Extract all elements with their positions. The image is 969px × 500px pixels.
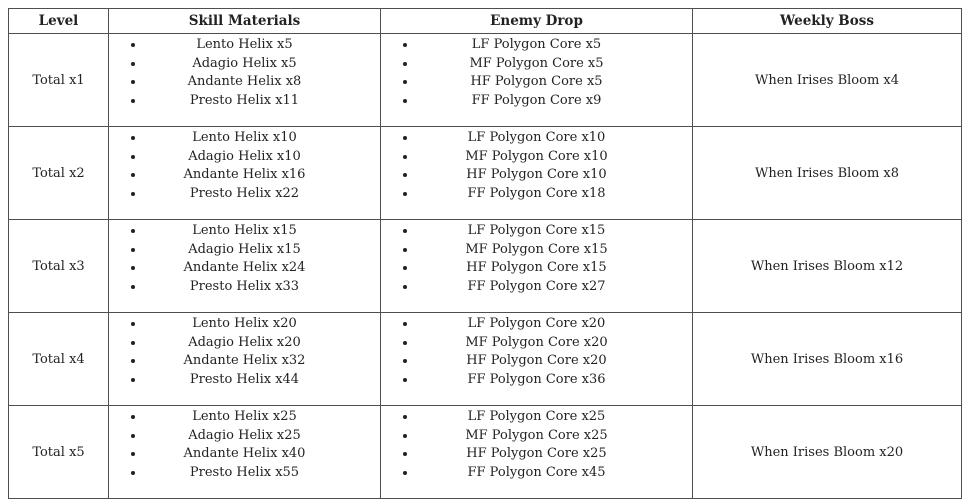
weekly-boss-cell: When Irises Bloom x4 bbox=[692, 33, 962, 127]
weekly-boss-cell: When Irises Bloom x12 bbox=[692, 219, 962, 313]
list-item: Adagio Helix x5 bbox=[145, 55, 344, 74]
level-cell: Total x1 bbox=[8, 33, 109, 127]
list-item: LF Polygon Core x15 bbox=[417, 222, 656, 241]
list-item: MF Polygon Core x5 bbox=[417, 55, 656, 74]
list-item: Andante Helix x32 bbox=[145, 352, 344, 371]
table-header: Level Skill Materials Enemy Drop Weekly … bbox=[8, 8, 962, 34]
list-item: HF Polygon Core x10 bbox=[417, 166, 656, 185]
list-item: LF Polygon Core x5 bbox=[417, 36, 656, 55]
list-item: Presto Helix x55 bbox=[145, 464, 344, 483]
list-item: FF Polygon Core x9 bbox=[417, 92, 656, 111]
table-row: Total x4 Lento Helix x20Adagio Helix x20… bbox=[8, 312, 962, 406]
table-row: Total x2 Lento Helix x10Adagio Helix x10… bbox=[8, 126, 962, 220]
list-item: MF Polygon Core x25 bbox=[417, 427, 656, 446]
enemy-drop-list: LF Polygon Core x10MF Polygon Core x10HF… bbox=[417, 129, 656, 203]
list-item: Lento Helix x25 bbox=[145, 408, 344, 427]
list-item: HF Polygon Core x15 bbox=[417, 259, 656, 278]
enemy-drop-list: LF Polygon Core x5MF Polygon Core x5HF P… bbox=[417, 36, 656, 110]
list-item: Lento Helix x5 bbox=[145, 36, 344, 55]
list-item: FF Polygon Core x36 bbox=[417, 371, 656, 390]
list-item: Adagio Helix x10 bbox=[145, 148, 344, 167]
skill-materials-list: Lento Helix x5Adagio Helix x5Andante Hel… bbox=[145, 36, 344, 110]
list-item: MF Polygon Core x20 bbox=[417, 334, 656, 353]
materials-table: Level Skill Materials Enemy Drop Weekly … bbox=[8, 8, 962, 499]
weekly-boss-cell: When Irises Bloom x8 bbox=[692, 126, 962, 220]
level-cell: Total x3 bbox=[8, 219, 109, 313]
table-row: Total x5 Lento Helix x25Adagio Helix x25… bbox=[8, 405, 962, 499]
skill-materials-cell: Lento Helix x10Adagio Helix x10Andante H… bbox=[108, 126, 381, 220]
column-header-weekly-boss: Weekly Boss bbox=[692, 8, 962, 34]
list-item: Lento Helix x10 bbox=[145, 129, 344, 148]
weekly-boss-cell: When Irises Bloom x16 bbox=[692, 312, 962, 406]
list-item: Presto Helix x22 bbox=[145, 185, 344, 204]
column-header-enemy-drop: Enemy Drop bbox=[380, 8, 693, 34]
list-item: HF Polygon Core x5 bbox=[417, 73, 656, 92]
level-cell: Total x5 bbox=[8, 405, 109, 499]
table-row: Total x3 Lento Helix x15Adagio Helix x15… bbox=[8, 219, 962, 313]
skill-materials-cell: Lento Helix x5Adagio Helix x5Andante Hel… bbox=[108, 33, 381, 127]
list-item: FF Polygon Core x18 bbox=[417, 185, 656, 204]
list-item: FF Polygon Core x45 bbox=[417, 464, 656, 483]
list-item: Andante Helix x8 bbox=[145, 73, 344, 92]
skill-materials-cell: Lento Helix x20Adagio Helix x20Andante H… bbox=[108, 312, 381, 406]
list-item: LF Polygon Core x10 bbox=[417, 129, 656, 148]
enemy-drop-cell: LF Polygon Core x5MF Polygon Core x5HF P… bbox=[380, 33, 693, 127]
skill-materials-list: Lento Helix x20Adagio Helix x20Andante H… bbox=[145, 315, 344, 389]
skill-materials-cell: Lento Helix x15Adagio Helix x15Andante H… bbox=[108, 219, 381, 313]
list-item: Presto Helix x44 bbox=[145, 371, 344, 390]
table-body: Total x1 Lento Helix x5Adagio Helix x5An… bbox=[8, 33, 962, 499]
list-item: HF Polygon Core x25 bbox=[417, 445, 656, 464]
skill-materials-list: Lento Helix x10Adagio Helix x10Andante H… bbox=[145, 129, 344, 203]
enemy-drop-cell: LF Polygon Core x20MF Polygon Core x20HF… bbox=[380, 312, 693, 406]
table-row: Total x1 Lento Helix x5Adagio Helix x5An… bbox=[8, 33, 962, 127]
list-item: FF Polygon Core x27 bbox=[417, 278, 656, 297]
list-item: Andante Helix x24 bbox=[145, 259, 344, 278]
list-item: Presto Helix x33 bbox=[145, 278, 344, 297]
enemy-drop-cell: LF Polygon Core x15MF Polygon Core x15HF… bbox=[380, 219, 693, 313]
list-item: MF Polygon Core x15 bbox=[417, 241, 656, 260]
skill-materials-list: Lento Helix x25Adagio Helix x25Andante H… bbox=[145, 408, 344, 482]
weekly-boss-cell: When Irises Bloom x20 bbox=[692, 405, 962, 499]
list-item: Presto Helix x11 bbox=[145, 92, 344, 111]
skill-materials-cell: Lento Helix x25Adagio Helix x25Andante H… bbox=[108, 405, 381, 499]
list-item: Lento Helix x15 bbox=[145, 222, 344, 241]
list-item: LF Polygon Core x25 bbox=[417, 408, 656, 427]
level-cell: Total x4 bbox=[8, 312, 109, 406]
enemy-drop-list: LF Polygon Core x25MF Polygon Core x25HF… bbox=[417, 408, 656, 482]
list-item: Adagio Helix x25 bbox=[145, 427, 344, 446]
list-item: Andante Helix x16 bbox=[145, 166, 344, 185]
enemy-drop-cell: LF Polygon Core x10MF Polygon Core x10HF… bbox=[380, 126, 693, 220]
level-cell: Total x2 bbox=[8, 126, 109, 220]
list-item: Adagio Helix x15 bbox=[145, 241, 344, 260]
list-item: MF Polygon Core x10 bbox=[417, 148, 656, 167]
column-header-skill-materials: Skill Materials bbox=[108, 8, 381, 34]
list-item: LF Polygon Core x20 bbox=[417, 315, 656, 334]
skill-materials-list: Lento Helix x15Adagio Helix x15Andante H… bbox=[145, 222, 344, 296]
list-item: Andante Helix x40 bbox=[145, 445, 344, 464]
enemy-drop-cell: LF Polygon Core x25MF Polygon Core x25HF… bbox=[380, 405, 693, 499]
enemy-drop-list: LF Polygon Core x15MF Polygon Core x15HF… bbox=[417, 222, 656, 296]
enemy-drop-list: LF Polygon Core x20MF Polygon Core x20HF… bbox=[417, 315, 656, 389]
header-row: Level Skill Materials Enemy Drop Weekly … bbox=[8, 8, 962, 34]
list-item: Adagio Helix x20 bbox=[145, 334, 344, 353]
list-item: Lento Helix x20 bbox=[145, 315, 344, 334]
column-header-level: Level bbox=[8, 8, 109, 34]
list-item: HF Polygon Core x20 bbox=[417, 352, 656, 371]
